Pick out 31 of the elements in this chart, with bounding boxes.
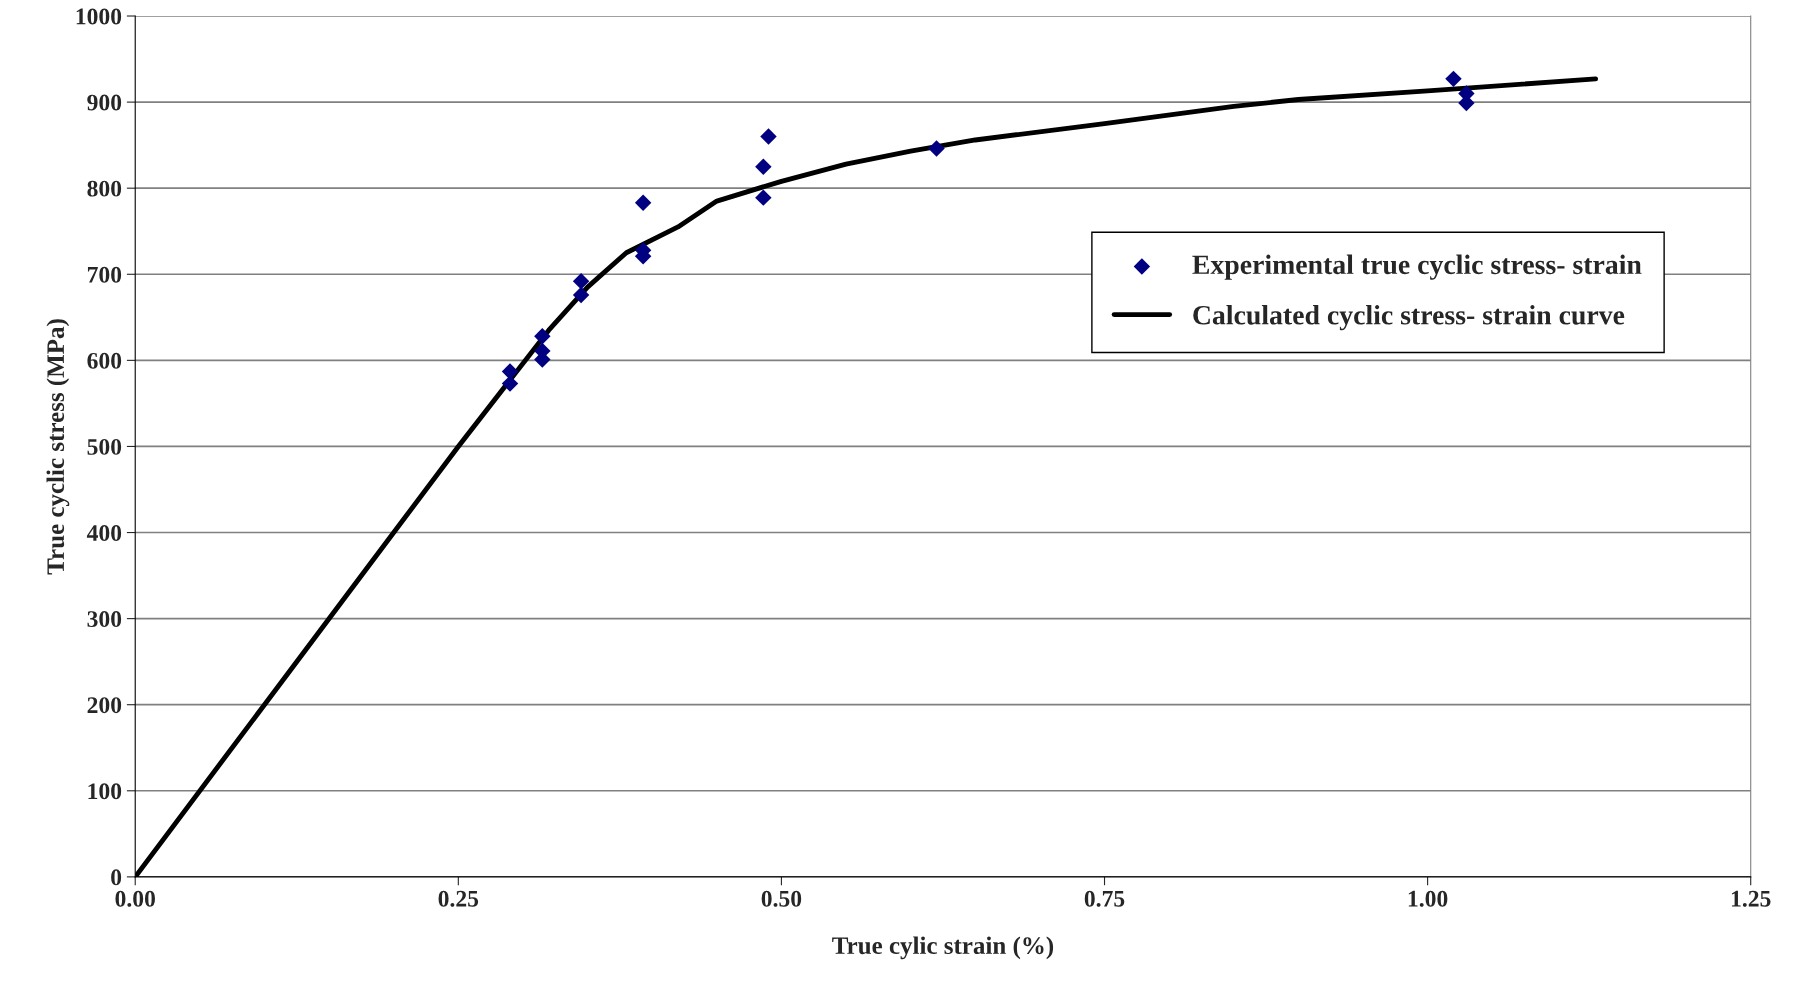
- point: [928, 140, 945, 157]
- y-tick-label: 100: [88, 783, 122, 800]
- point: [755, 189, 772, 206]
- x-tick-label: 0.75: [1084, 890, 1125, 907]
- y-tick-label: 400: [86, 525, 122, 541]
- legend-label: Calculated cyclic stress- strain curve: [1193, 305, 1625, 331]
- x-tick-label: 0.25: [438, 890, 479, 907]
- point: [501, 375, 519, 392]
- x-tick-label: 1.00: [1408, 890, 1448, 907]
- x-tick-label: 1.25: [1731, 890, 1771, 907]
- y-tick-label: 800: [87, 180, 122, 197]
- x-tick-label: 0.00: [115, 890, 155, 907]
- y-axis-title: True cyclic stress (MPa): [46, 319, 70, 575]
- y-tick-label: 0: [111, 869, 122, 886]
- point: [755, 158, 772, 175]
- point: [634, 194, 652, 212]
- y-tick-label: 700: [87, 266, 122, 283]
- x-tick-label: 0.50: [761, 890, 802, 907]
- y-tick-label: 600: [87, 352, 122, 369]
- point: [572, 286, 590, 304]
- point: [1445, 70, 1462, 88]
- y-tick-label: 500: [87, 438, 122, 455]
- y-tick-label: 300: [87, 611, 122, 628]
- point: [534, 328, 551, 345]
- point: [760, 128, 777, 145]
- legend-label: Experimental true cyclic stress- strain: [1192, 254, 1642, 280]
- y-tick-label: 200: [87, 697, 122, 714]
- y-tick-label: 900: [87, 94, 122, 111]
- point: [572, 272, 590, 290]
- y-tick-label: 1000: [76, 8, 122, 25]
- x-axis-title: True cylic strain (%): [832, 936, 1054, 960]
